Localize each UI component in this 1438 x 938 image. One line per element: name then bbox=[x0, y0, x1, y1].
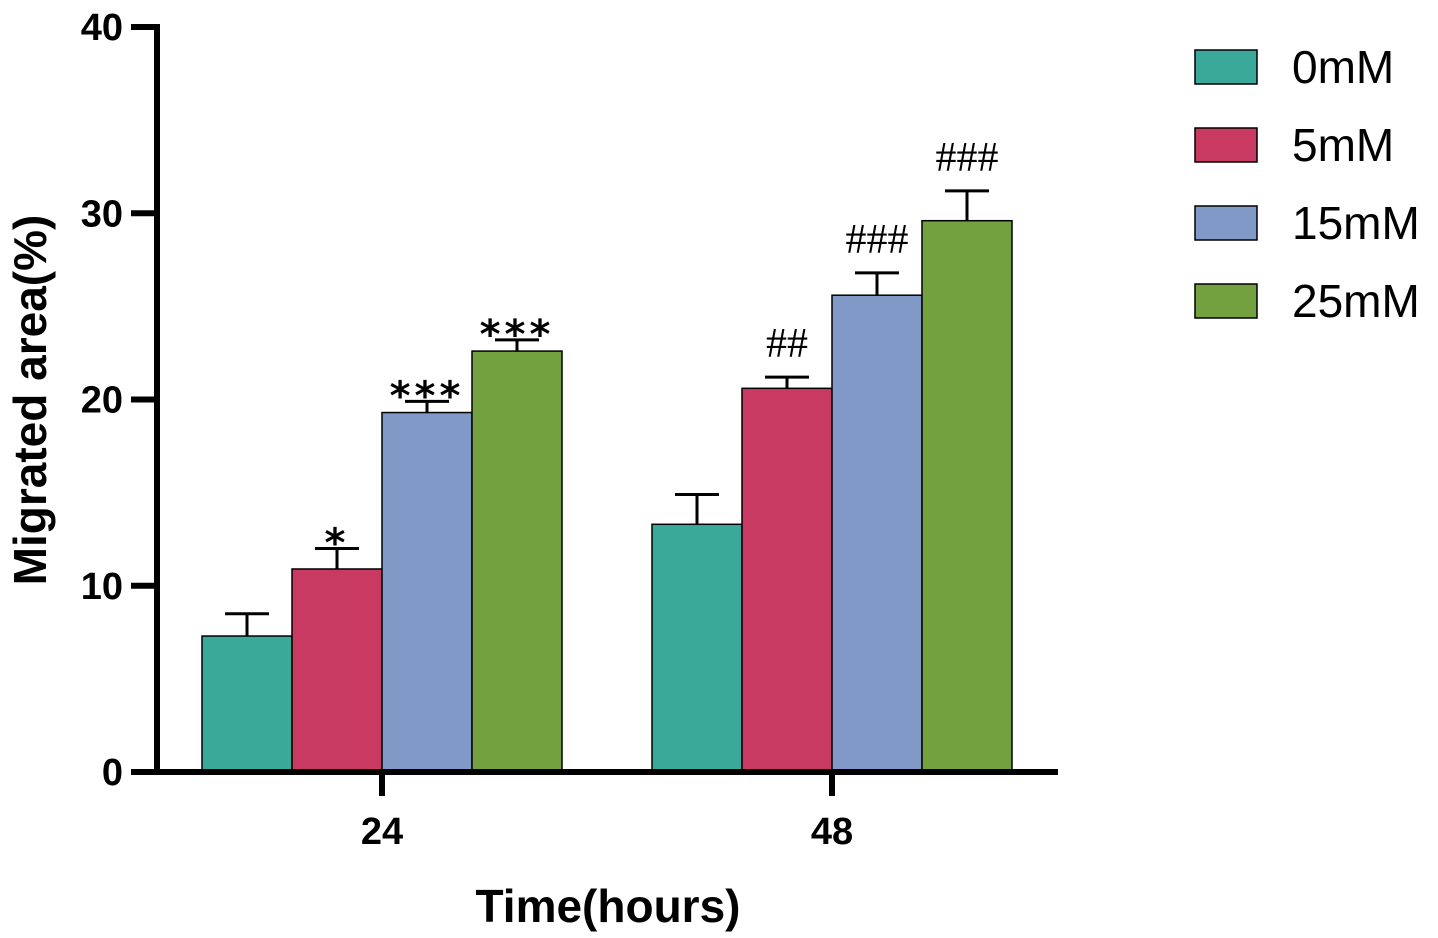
bar-5mM-48 bbox=[741, 387, 833, 773]
y-tick-label-30: 30 bbox=[81, 193, 123, 235]
y-tick-label-10: 10 bbox=[81, 566, 123, 608]
legend-label-0mM: 0mM bbox=[1292, 41, 1394, 93]
y-tick-label-40: 40 bbox=[81, 7, 123, 49]
y-tick-label-20: 20 bbox=[81, 380, 123, 422]
significance-label-25mM-24: *** bbox=[480, 312, 555, 358]
x-tick-label-48: 48 bbox=[811, 811, 853, 853]
legend: 0mM 5mM 15mM 25mM bbox=[1194, 41, 1420, 327]
significance-label-25mM-48: ### bbox=[936, 135, 999, 181]
significance-label-5mM-48: ## bbox=[766, 321, 808, 367]
legend-swatch-25mM bbox=[1194, 283, 1258, 319]
significance-label-15mM-48: ### bbox=[846, 217, 909, 263]
annotations-layer: ******* ######## bbox=[325, 135, 999, 567]
axes-layer: 0 10 20 30 40 24 48 bbox=[81, 7, 1058, 853]
bar-5mM-24 bbox=[291, 568, 383, 773]
bar-15mM-48 bbox=[831, 294, 923, 773]
legend-swatch-0mM bbox=[1194, 49, 1258, 85]
error-bars-layer bbox=[225, 189, 989, 637]
x-axis-title: Time(hours) bbox=[476, 880, 741, 932]
legend-swatch-5mM bbox=[1194, 127, 1258, 163]
legend-swatch-15mM bbox=[1194, 205, 1258, 241]
significance-label-5mM-24: * bbox=[325, 521, 350, 567]
bar-25mM-24 bbox=[471, 350, 563, 773]
bar-25mM-48 bbox=[921, 219, 1013, 773]
x-tick-label-24: 24 bbox=[361, 811, 403, 853]
bars-layer bbox=[201, 219, 1013, 773]
legend-label-15mM: 15mM bbox=[1292, 197, 1420, 249]
significance-label-15mM-24: *** bbox=[390, 373, 465, 419]
bar-15mM-24 bbox=[381, 411, 473, 773]
y-tick-label-0: 0 bbox=[102, 752, 123, 794]
y-axis-title: Migrated area(%) bbox=[4, 215, 56, 586]
legend-label-25mM: 25mM bbox=[1292, 275, 1420, 327]
bar-0mM-48 bbox=[651, 523, 743, 773]
bar-0mM-24 bbox=[201, 635, 293, 773]
legend-label-5mM: 5mM bbox=[1292, 119, 1394, 171]
